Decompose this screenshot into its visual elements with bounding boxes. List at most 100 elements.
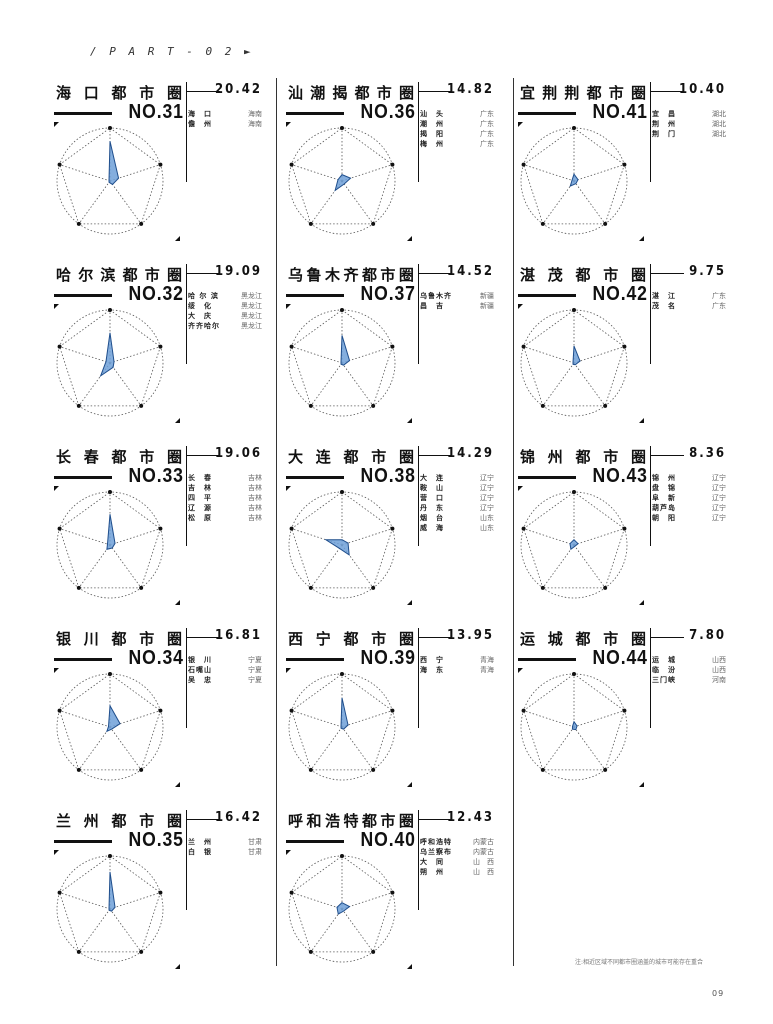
radar-vertex-dot <box>76 767 81 772</box>
rank-bar <box>54 658 112 661</box>
metro-card: 银川都市圈 16.81 NO.34 银 川宁夏 石嘴山 宁夏吴 忠宁夏 <box>54 628 264 803</box>
radar-vertex-dot <box>390 344 395 349</box>
corner-mark <box>639 782 644 787</box>
radar-vertex-dot <box>540 403 545 408</box>
radar-spoke <box>573 710 625 728</box>
radar-spoke <box>59 892 111 910</box>
radar-vertex-dot <box>371 221 376 226</box>
metro-rank: NO.40 <box>360 829 416 851</box>
rank-bar <box>54 476 112 479</box>
radar-data-polygon <box>334 174 352 192</box>
radar-grid-edge <box>573 309 625 347</box>
radar-vertex-dot <box>57 344 62 349</box>
radar-grid-edge <box>291 309 343 347</box>
radar-grid-edge <box>59 528 80 589</box>
city-name: 绥 化 <box>188 302 212 310</box>
radar-grid-edge <box>291 892 312 953</box>
city-province: 海南 <box>248 110 262 118</box>
radar-spoke <box>310 908 343 953</box>
metro-rank: NO.38 <box>360 465 416 487</box>
radar-chart <box>54 486 180 605</box>
city-row: 绥 化 黑龙江 <box>188 301 262 311</box>
radar-vertex-dot <box>108 490 112 494</box>
score-leader-line <box>186 455 220 456</box>
metro-rank: NO.39 <box>360 647 416 669</box>
score-leader-line <box>418 455 452 456</box>
radar-data-polygon <box>569 173 579 188</box>
city-name: 烟 台 <box>420 514 444 522</box>
metro-score: 12.43 <box>447 810 494 825</box>
radar-vertex-dot <box>603 403 608 408</box>
city-list: 海 口海南儋 州海南 <box>188 109 262 129</box>
metro-title: 大连都市圈 <box>288 448 414 466</box>
corner-mark <box>518 304 523 309</box>
header-vertical-rule <box>418 628 419 728</box>
corner-mark <box>407 600 412 605</box>
city-row: 营 口 辽宁 <box>420 493 494 503</box>
radar-chart <box>518 122 644 241</box>
metro-rank: NO.36 <box>360 101 416 123</box>
radar-spoke <box>523 164 575 182</box>
city-province: 广东 <box>712 292 726 300</box>
rank-bar <box>518 112 576 115</box>
score-leader-line <box>186 273 220 274</box>
header-vertical-rule <box>418 446 419 546</box>
city-name: 海 东 <box>420 666 444 674</box>
radar-spoke <box>341 528 393 546</box>
radar-vertex-dot <box>521 708 526 713</box>
city-name: 盘 锦 <box>652 484 676 492</box>
metro-score: 14.82 <box>447 82 494 97</box>
city-name: 大 庆 <box>188 312 212 320</box>
radar-spoke <box>59 164 111 182</box>
radar-vertex-dot <box>308 403 313 408</box>
city-name: 临 汾 <box>652 666 676 674</box>
corner-mark <box>639 236 644 241</box>
radar-data-polygon <box>340 335 351 366</box>
corner-mark <box>639 600 644 605</box>
city-province: 辽宁 <box>712 494 726 502</box>
city-name: 白 银 <box>188 848 212 856</box>
radar-grid-edge <box>604 528 625 589</box>
radar-spoke <box>310 726 343 771</box>
radar-vertex-dot <box>158 890 163 895</box>
metro-card: 锦州都市圈 8.36 NO.43 锦 州辽宁盘 锦辽宁阜 新辽宁 葫芦岛 辽宁朝 阳辽宁 <box>518 446 728 621</box>
city-name: 吴 忠 <box>188 676 212 684</box>
city-row: 大 同山 西 <box>420 857 494 867</box>
radar-spoke <box>78 908 111 953</box>
metro-rank: NO.34 <box>128 647 184 669</box>
city-list: 运 城山西临 汾山西 三门峡 河南 <box>652 655 726 685</box>
corner-mark <box>286 486 291 491</box>
city-row: 鞍 山 辽宁 <box>420 483 494 493</box>
radar-vertex-dot <box>108 126 112 130</box>
corner-mark <box>54 122 59 127</box>
radar-spoke <box>542 726 575 771</box>
city-row: 湛 江 广东 <box>652 291 726 301</box>
corner-mark <box>175 964 180 969</box>
radar-vertex-dot <box>390 890 395 895</box>
corner-mark <box>175 418 180 423</box>
radar-vertex-dot <box>540 585 545 590</box>
radar-vertex-dot <box>289 162 294 167</box>
radar-chart <box>54 850 180 969</box>
radar-data-polygon <box>324 539 350 556</box>
city-province: 山 西 <box>473 858 494 866</box>
rank-bar <box>286 112 344 115</box>
radar-spoke <box>542 362 575 407</box>
city-name: 揭 阳 <box>420 130 444 138</box>
city-name: 四 平 <box>188 494 212 502</box>
metro-score: 19.06 <box>215 446 262 461</box>
radar-vertex-dot <box>158 344 163 349</box>
city-row: 盘 锦 辽宁 <box>652 483 726 493</box>
city-province: 山西 <box>712 666 726 674</box>
radar-vertex-dot <box>57 162 62 167</box>
city-row: 烟 台 山东 <box>420 513 494 523</box>
city-row: 茂 名 广东 <box>652 301 726 311</box>
radar-data-polygon <box>571 720 578 731</box>
radar-grid-edge <box>291 710 312 771</box>
metro-score: 10.40 <box>679 82 726 97</box>
radar-grid-edge <box>109 127 161 165</box>
header-vertical-rule <box>650 628 651 728</box>
radar-vertex-dot <box>371 585 376 590</box>
metro-card: 兰州都市圈 16.42 NO.35 兰 州甘肃白 银甘肃 <box>54 810 264 985</box>
city-name: 锦 州 <box>652 474 676 482</box>
